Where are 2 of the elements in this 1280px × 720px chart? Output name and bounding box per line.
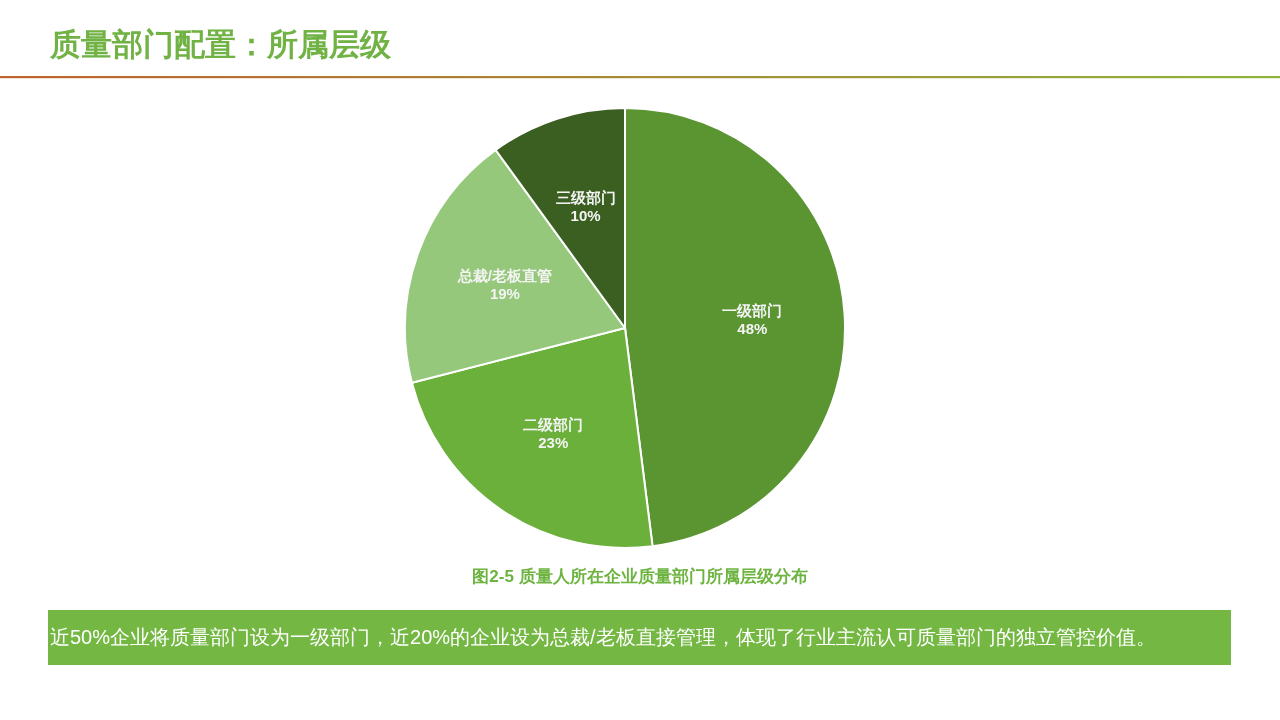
caption: 图2-5 质量人所在企业质量部门所属层级分布 [472,567,808,586]
title: 质量部门配置：所属层级 [50,27,391,62]
